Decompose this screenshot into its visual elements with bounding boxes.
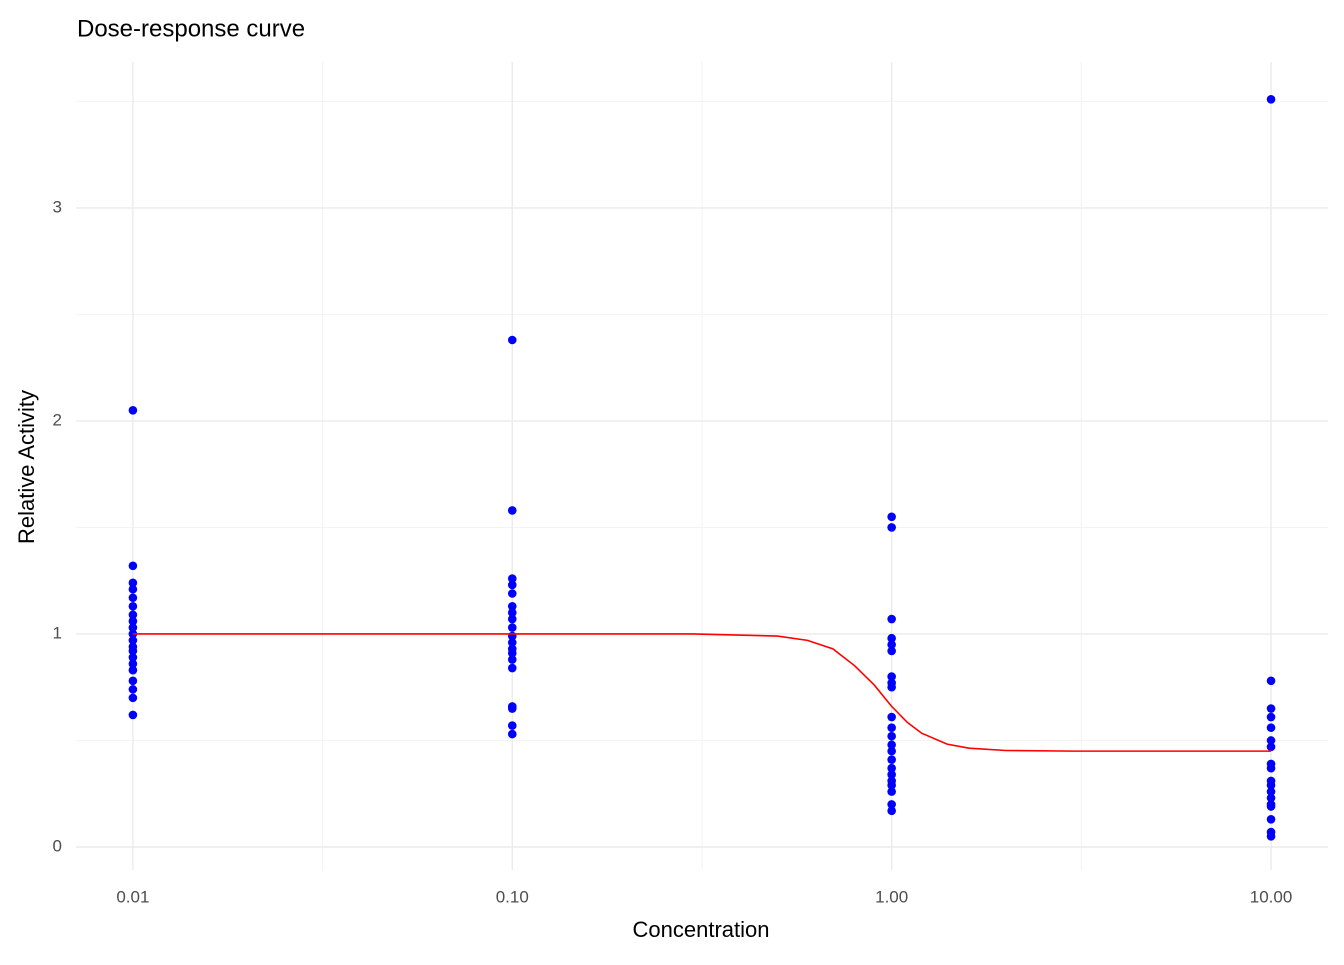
point xyxy=(1266,802,1276,811)
point xyxy=(1266,94,1276,104)
point xyxy=(887,523,896,532)
fit-line xyxy=(132,633,1272,752)
point xyxy=(887,646,896,656)
point xyxy=(507,580,517,590)
point xyxy=(507,614,517,624)
plot xyxy=(128,94,1276,841)
point xyxy=(887,672,896,681)
point xyxy=(507,648,517,658)
point xyxy=(1266,676,1276,686)
y-axis-label: Relative Activity xyxy=(14,390,39,544)
point xyxy=(887,740,896,750)
point xyxy=(887,746,896,756)
point xyxy=(507,623,517,632)
point xyxy=(507,655,517,664)
point xyxy=(128,561,138,571)
point xyxy=(128,710,138,720)
point xyxy=(507,663,517,673)
point xyxy=(887,780,896,790)
point xyxy=(128,623,138,632)
point xyxy=(887,512,896,522)
point xyxy=(507,638,517,647)
point xyxy=(128,653,138,662)
point xyxy=(128,405,138,415)
point xyxy=(507,601,517,611)
point xyxy=(128,665,138,675)
point xyxy=(887,712,896,722)
point xyxy=(887,723,896,732)
point xyxy=(1266,793,1276,803)
point xyxy=(887,770,896,779)
point xyxy=(128,659,138,669)
point xyxy=(887,806,896,816)
x-axis-label: Concentration xyxy=(633,917,770,942)
point xyxy=(887,640,896,649)
point xyxy=(887,731,896,741)
point xyxy=(128,610,138,620)
point xyxy=(1266,742,1276,752)
point xyxy=(507,704,517,713)
chart-title: Dose-response curve xyxy=(77,15,305,42)
point xyxy=(887,755,896,764)
point xyxy=(507,335,517,345)
grid xyxy=(76,62,1328,870)
point xyxy=(128,676,138,686)
point xyxy=(128,578,138,588)
point xyxy=(887,787,896,796)
point xyxy=(507,574,517,583)
y-tick-label: 2 xyxy=(53,410,62,429)
point xyxy=(507,506,517,515)
point xyxy=(1266,704,1276,713)
point xyxy=(1266,815,1276,824)
x-tick-label: 0.01 xyxy=(116,887,149,906)
y-tick-label: 0 xyxy=(53,836,62,855)
point xyxy=(1266,736,1276,745)
x-tick-label: 0.10 xyxy=(496,887,529,906)
point xyxy=(128,636,138,645)
point xyxy=(507,608,517,617)
point xyxy=(1266,832,1276,841)
point xyxy=(1266,723,1276,732)
point xyxy=(128,584,138,594)
point xyxy=(128,601,138,611)
point xyxy=(1266,763,1276,773)
point xyxy=(128,693,138,703)
point xyxy=(128,616,138,626)
point xyxy=(887,800,896,809)
point xyxy=(1266,712,1276,722)
point xyxy=(507,589,517,598)
point xyxy=(507,729,517,739)
point xyxy=(887,633,896,643)
point xyxy=(887,682,896,692)
point xyxy=(128,593,138,603)
y-tick-label: 3 xyxy=(53,197,62,216)
point xyxy=(887,614,896,624)
point xyxy=(1266,780,1276,790)
point xyxy=(507,721,517,730)
point xyxy=(887,763,896,773)
x-tick-label: 10.00 xyxy=(1250,887,1293,906)
point xyxy=(1266,787,1276,796)
y-tick-label: 1 xyxy=(53,623,62,642)
x-tick-label: 1.00 xyxy=(875,887,908,906)
point xyxy=(128,685,138,694)
point xyxy=(128,646,138,656)
